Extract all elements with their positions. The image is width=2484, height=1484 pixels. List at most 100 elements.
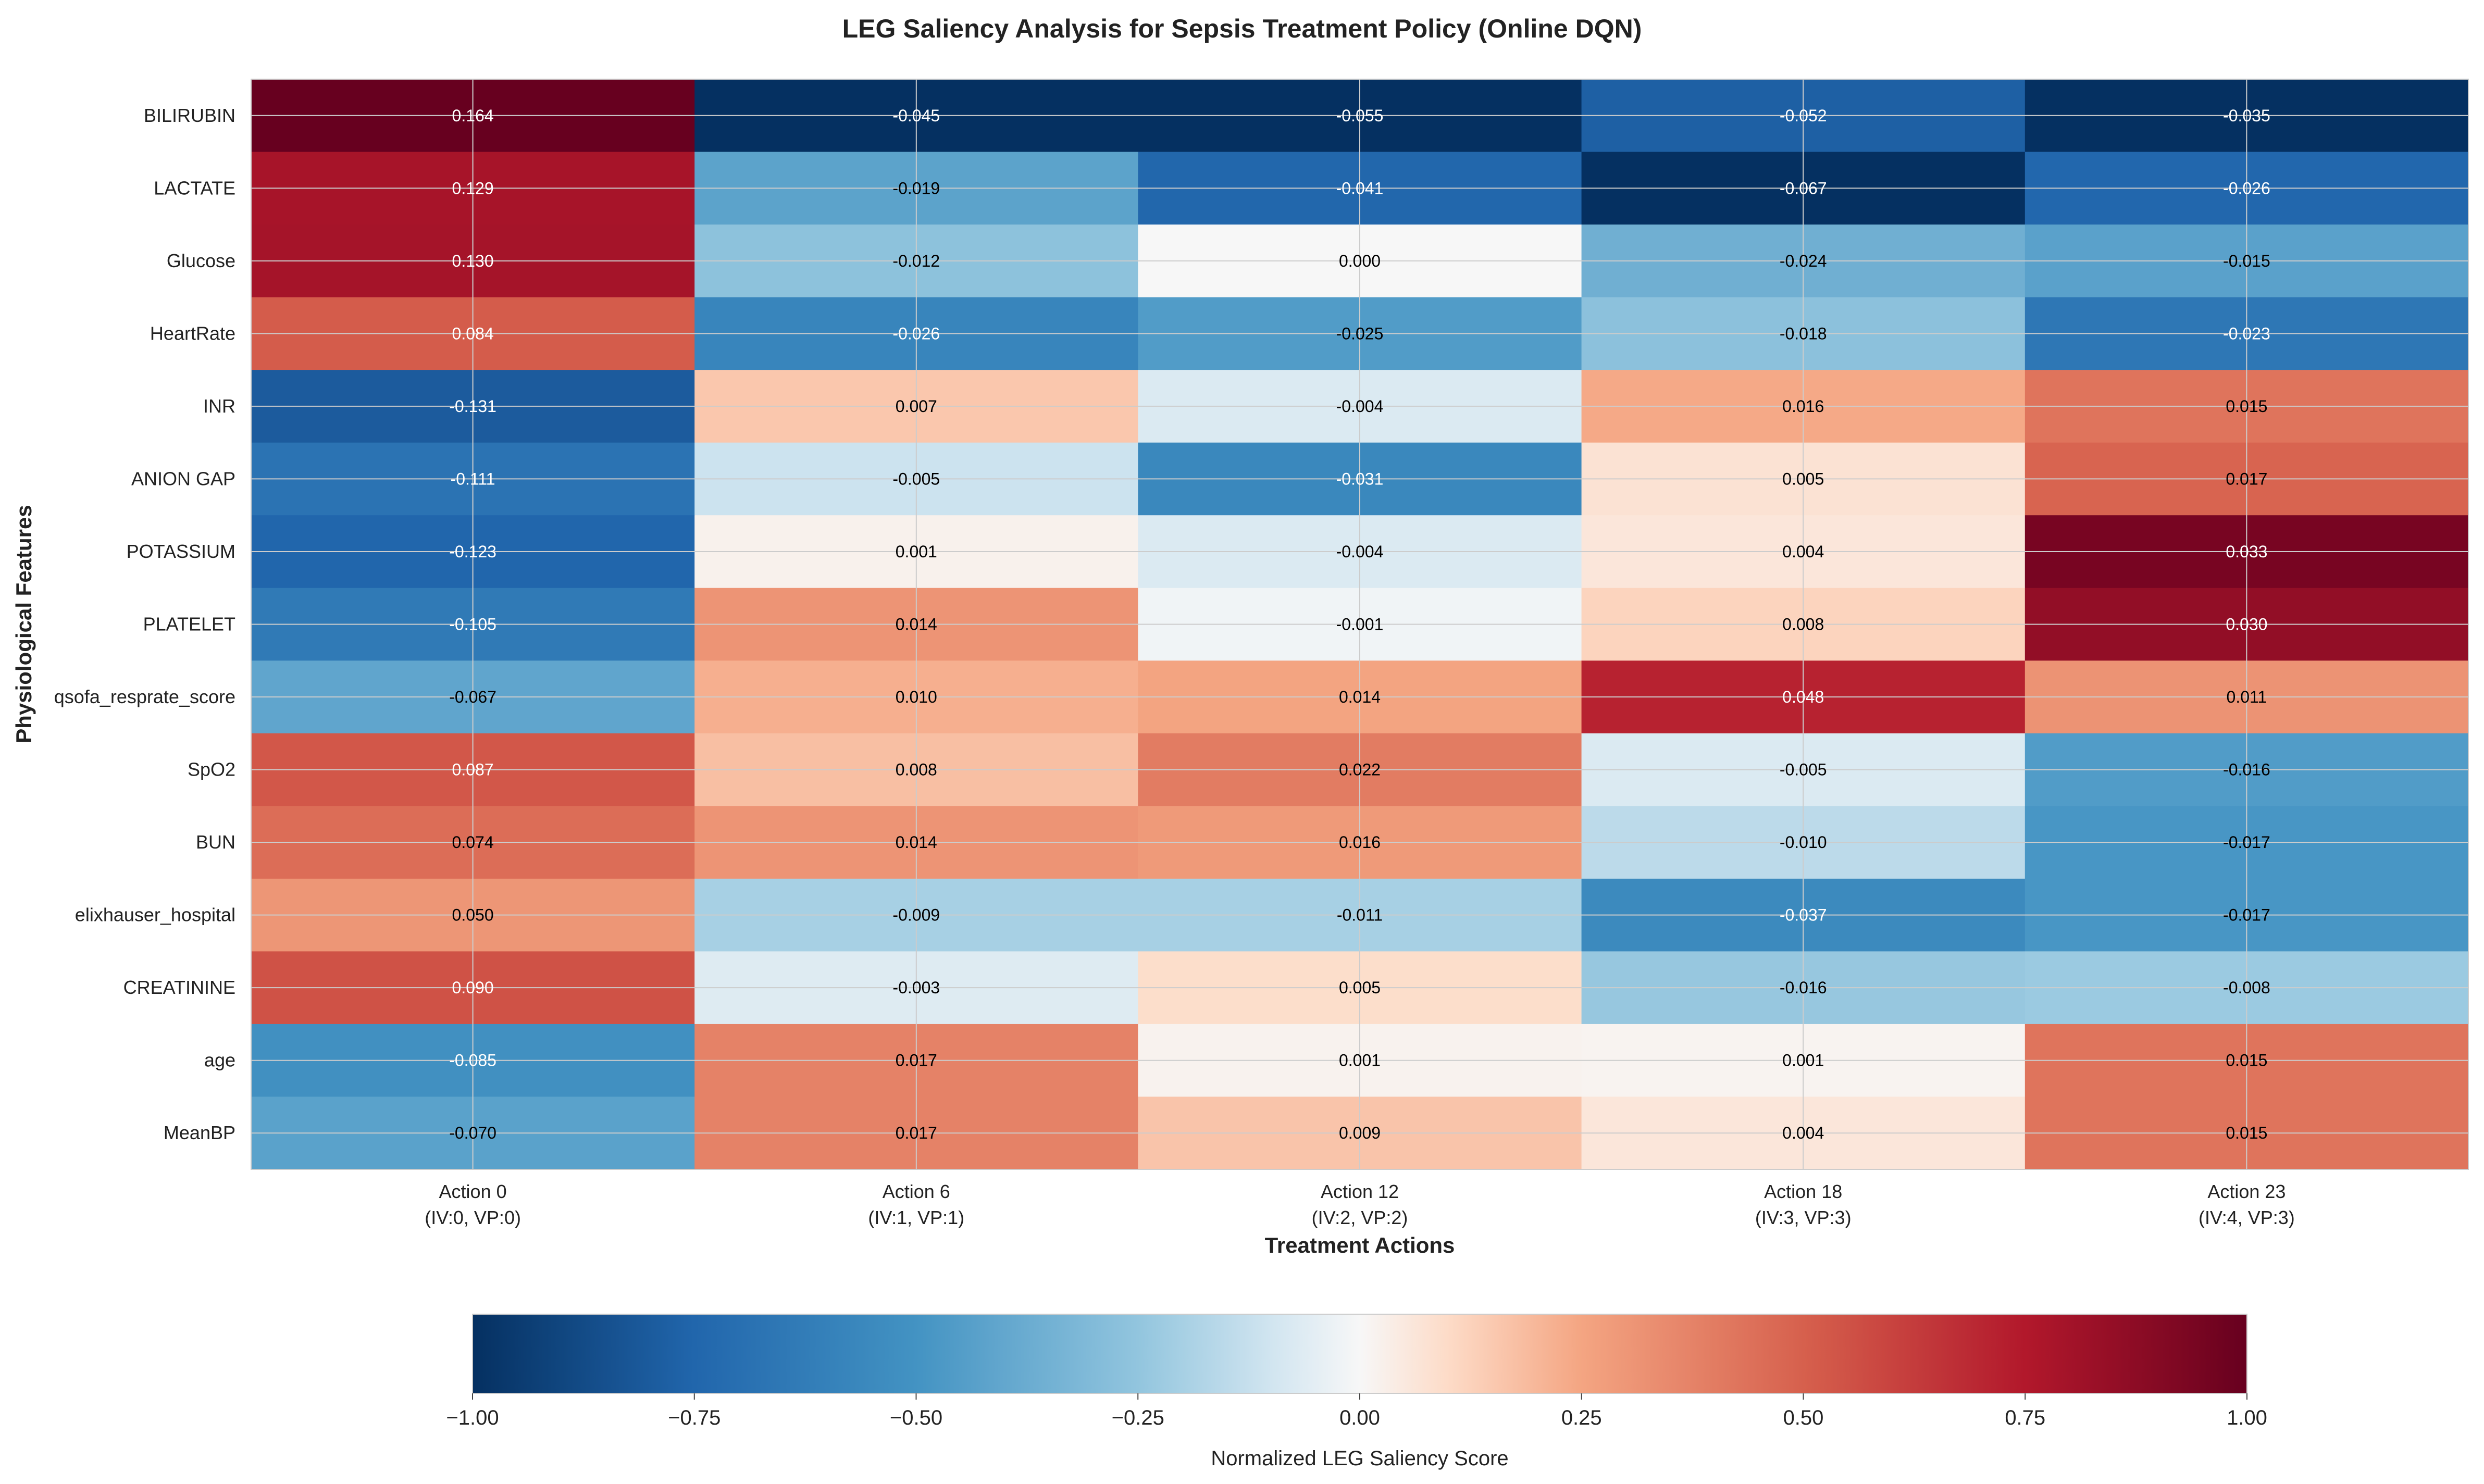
cell-value-label: 0.087 bbox=[452, 760, 494, 779]
cell-value-label: 0.014 bbox=[1339, 688, 1381, 706]
cell-value-label: 0.164 bbox=[452, 106, 494, 125]
cell-value-label: 0.130 bbox=[452, 252, 494, 270]
cell-value-label: -0.004 bbox=[1336, 397, 1384, 416]
cell-value-label: 0.074 bbox=[452, 833, 494, 852]
colorbar-tick-label: −0.75 bbox=[668, 1406, 721, 1429]
x-tick-sublabel: (IV:2, VP:2) bbox=[1312, 1207, 1408, 1228]
y-tick-label: qsofa_resprate_score bbox=[54, 686, 235, 707]
cell-value-label: 0.007 bbox=[896, 397, 937, 416]
colorbar: −1.00 −0.75 −0.50 −0.25 0.00 0.25 0.50 0.75 1.00… bbox=[446, 1314, 2267, 1470]
chart-title: LEG Saliency Analysis for Sepsis Treatme… bbox=[842, 14, 1642, 43]
cell-value-label: 0.011 bbox=[2227, 688, 2267, 706]
cell-value-label: -0.067 bbox=[449, 688, 496, 706]
x-axis-title: Treatment Actions bbox=[1265, 1233, 1455, 1257]
cell-value-label: 0.001 bbox=[896, 542, 937, 561]
cell-value-label: 0.017 bbox=[896, 1051, 937, 1070]
cell-value-label: 0.014 bbox=[896, 833, 937, 852]
y-tick-label: MeanBP bbox=[164, 1122, 235, 1143]
cell-value-label: 0.005 bbox=[1339, 978, 1381, 997]
cell-value-label: 0.084 bbox=[452, 324, 494, 343]
cell-value-label: 0.129 bbox=[452, 179, 494, 197]
y-tick-label: Glucose bbox=[167, 250, 235, 271]
cell-value-label: -0.018 bbox=[1780, 324, 1827, 343]
cell-value-label: 0.090 bbox=[452, 978, 494, 997]
cell-value-label: 0.014 bbox=[896, 615, 937, 634]
cell-value-label: -0.016 bbox=[1780, 978, 1827, 997]
cell-value-label: -0.031 bbox=[1336, 469, 1384, 488]
colorbar-tick-labels: −1.00 −0.75 −0.50 −0.25 0.00 0.25 0.50 0.75 1.00 bbox=[446, 1393, 2267, 1429]
cell-value-label: 0.005 bbox=[1782, 469, 1824, 488]
cell-value-label: 0.010 bbox=[896, 688, 937, 706]
cell-value-label: -0.001 bbox=[1336, 615, 1384, 634]
colorbar-gradient bbox=[472, 1314, 2247, 1394]
x-tick-label: Action 12 bbox=[1321, 1181, 1399, 1202]
cell-value-label: -0.026 bbox=[2223, 179, 2270, 197]
cell-value-label: -0.070 bbox=[449, 1124, 496, 1142]
y-tick-label: CREATININE bbox=[123, 977, 235, 998]
cell-value-label: -0.067 bbox=[1780, 179, 1827, 197]
y-tick-label: BUN bbox=[196, 831, 235, 853]
cell-value-label: 0.016 bbox=[1339, 833, 1381, 852]
cell-value-label: -0.004 bbox=[1336, 542, 1384, 561]
cell-value-label: -0.003 bbox=[892, 978, 940, 997]
y-tick-label: HeartRate bbox=[150, 322, 235, 344]
y-tick-label: LACTATE bbox=[154, 177, 235, 198]
cell-value-label: -0.055 bbox=[1336, 106, 1384, 125]
cell-value-label: 0.008 bbox=[1782, 615, 1824, 634]
colorbar-tick-label: −0.25 bbox=[1112, 1406, 1164, 1429]
cell-value-label: -0.131 bbox=[449, 397, 496, 416]
x-tick-label: Action 0 bbox=[439, 1181, 507, 1202]
y-tick-label: POTASSIUM bbox=[127, 541, 235, 562]
cell-value-label: -0.026 bbox=[892, 324, 940, 343]
cell-value-label: -0.010 bbox=[1780, 833, 1827, 852]
plot-frame bbox=[251, 79, 2469, 1170]
y-axis-title: Physiological Features bbox=[11, 505, 36, 743]
y-tick-label: PLATELET bbox=[143, 614, 235, 635]
colorbar-tick-label: 0.25 bbox=[1561, 1406, 1602, 1429]
cell-value-label: -0.025 bbox=[1336, 324, 1384, 343]
cell-value-label: -0.017 bbox=[2223, 833, 2270, 852]
y-tick-label: ANION GAP bbox=[131, 468, 235, 489]
colorbar-tick-label: −1.00 bbox=[446, 1406, 499, 1429]
cell-value-label: -0.045 bbox=[892, 106, 940, 125]
y-tick-label: BILIRUBIN bbox=[144, 105, 235, 126]
cell-value-label: 0.033 bbox=[2226, 542, 2267, 561]
cell-value-label: 0.004 bbox=[1782, 542, 1824, 561]
cell-value-label: 0.015 bbox=[2226, 397, 2267, 416]
cell-value-label: 0.017 bbox=[896, 1124, 937, 1142]
x-tick-label: Action 6 bbox=[883, 1181, 950, 1202]
cell-value-label: -0.085 bbox=[449, 1051, 496, 1070]
cell-value-label: -0.008 bbox=[2223, 978, 2270, 997]
y-axis-tick-labels: BILIRUBIN LACTATE Glucose HeartRate INR ANION… bbox=[54, 105, 235, 1143]
cell-value-label: 0.008 bbox=[896, 760, 937, 779]
x-tick-sublabel: (IV:0, VP:0) bbox=[425, 1207, 521, 1228]
cell-value-label: 0.016 bbox=[1782, 397, 1824, 416]
cell-value-label: -0.019 bbox=[892, 179, 940, 197]
cell-value-label: -0.005 bbox=[1780, 760, 1827, 779]
y-tick-label: age bbox=[204, 1050, 235, 1071]
cell-value-labels: 0.164 -0.045 -0.055 -0.052 -0.035 0.129 -0.019… bbox=[449, 106, 2270, 1142]
cell-value-label: 0.001 bbox=[1339, 1051, 1381, 1070]
colorbar-tick-label: 0.50 bbox=[1783, 1406, 1824, 1429]
cell-value-label: -0.016 bbox=[2223, 760, 2270, 779]
x-tick-label: Action 18 bbox=[1764, 1181, 1842, 1202]
cell-value-label: -0.123 bbox=[449, 542, 496, 561]
cell-value-label: -0.015 bbox=[2223, 252, 2270, 270]
y-tick-label: SpO2 bbox=[188, 759, 235, 780]
y-tick-label: elixhauser_hospital bbox=[75, 904, 235, 926]
cell-value-label: -0.037 bbox=[1780, 906, 1827, 925]
x-axis-tick-labels: Action 0 (IV:0, VP:0) Action 6 (IV:1, VP:1)… bbox=[425, 1181, 2295, 1228]
colorbar-tick-label: 1.00 bbox=[2227, 1406, 2267, 1429]
x-tick-label: Action 23 bbox=[2207, 1181, 2286, 1202]
cell-value-label: 0.015 bbox=[2226, 1051, 2267, 1070]
y-tick-label: INR bbox=[203, 395, 235, 417]
colorbar-tick-label: 0.75 bbox=[2005, 1406, 2045, 1429]
cell-value-label: 0.030 bbox=[2226, 615, 2267, 634]
cell-value-label: -0.012 bbox=[892, 252, 940, 270]
cell-value-label: -0.017 bbox=[2223, 906, 2270, 925]
cell-value-label: 0.022 bbox=[1339, 760, 1381, 779]
cell-value-label: -0.105 bbox=[449, 615, 496, 634]
cell-value-label: 0.004 bbox=[1782, 1124, 1824, 1142]
grid-lines bbox=[251, 79, 2468, 1169]
